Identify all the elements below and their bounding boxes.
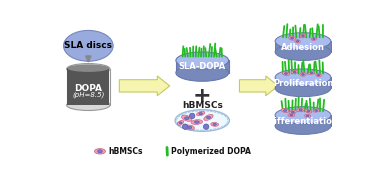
- Ellipse shape: [206, 116, 211, 119]
- Ellipse shape: [290, 114, 293, 116]
- Text: hBMSCs: hBMSCs: [182, 101, 223, 110]
- Text: (pH=8.5): (pH=8.5): [72, 92, 104, 98]
- Ellipse shape: [211, 122, 218, 126]
- Ellipse shape: [296, 40, 299, 42]
- Ellipse shape: [203, 124, 209, 129]
- Ellipse shape: [282, 72, 289, 76]
- Ellipse shape: [305, 114, 311, 117]
- FancyArrow shape: [239, 76, 278, 96]
- Ellipse shape: [199, 113, 203, 115]
- Ellipse shape: [98, 150, 102, 153]
- Ellipse shape: [175, 110, 229, 131]
- Ellipse shape: [67, 64, 110, 74]
- Ellipse shape: [300, 72, 306, 76]
- Polygon shape: [67, 69, 110, 105]
- Ellipse shape: [308, 71, 314, 74]
- Text: hBMSCs: hBMSCs: [108, 147, 143, 156]
- Ellipse shape: [181, 115, 192, 121]
- Ellipse shape: [176, 52, 229, 69]
- Ellipse shape: [318, 74, 320, 76]
- FancyArrow shape: [119, 76, 170, 96]
- Ellipse shape: [300, 34, 306, 38]
- Ellipse shape: [183, 124, 188, 129]
- Ellipse shape: [291, 70, 298, 74]
- Text: Differentiation: Differentiation: [268, 117, 338, 126]
- Ellipse shape: [299, 109, 302, 111]
- Ellipse shape: [281, 109, 289, 113]
- Ellipse shape: [311, 37, 316, 40]
- Text: SLA discs: SLA discs: [64, 41, 112, 50]
- Text: +: +: [193, 86, 212, 106]
- Polygon shape: [67, 68, 109, 105]
- Ellipse shape: [275, 33, 331, 50]
- Ellipse shape: [67, 64, 109, 72]
- Polygon shape: [176, 60, 229, 73]
- Ellipse shape: [194, 121, 199, 123]
- Ellipse shape: [204, 114, 213, 120]
- Ellipse shape: [291, 111, 294, 113]
- Ellipse shape: [295, 40, 300, 43]
- Ellipse shape: [310, 72, 313, 74]
- Ellipse shape: [285, 72, 287, 74]
- Ellipse shape: [302, 73, 304, 75]
- Text: Proliferation: Proliferation: [273, 79, 333, 88]
- Ellipse shape: [213, 123, 216, 125]
- Ellipse shape: [275, 80, 331, 97]
- Polygon shape: [275, 77, 331, 88]
- Ellipse shape: [307, 111, 310, 112]
- Ellipse shape: [64, 30, 113, 61]
- Ellipse shape: [313, 109, 319, 112]
- Ellipse shape: [275, 44, 331, 60]
- Ellipse shape: [177, 120, 184, 125]
- Ellipse shape: [284, 109, 287, 111]
- Ellipse shape: [176, 64, 229, 81]
- Ellipse shape: [197, 111, 205, 116]
- Ellipse shape: [179, 122, 182, 124]
- Ellipse shape: [293, 71, 296, 73]
- Ellipse shape: [184, 117, 189, 120]
- Text: Adhesion: Adhesion: [281, 43, 325, 52]
- Ellipse shape: [297, 108, 305, 112]
- Ellipse shape: [305, 110, 312, 113]
- Ellipse shape: [306, 115, 309, 117]
- Polygon shape: [275, 41, 331, 52]
- Ellipse shape: [191, 120, 203, 124]
- Ellipse shape: [275, 107, 331, 124]
- Ellipse shape: [189, 113, 195, 119]
- Ellipse shape: [275, 69, 331, 86]
- Ellipse shape: [185, 125, 194, 130]
- Ellipse shape: [302, 35, 304, 37]
- Text: SLA-DOPA: SLA-DOPA: [179, 62, 226, 71]
- Text: DOPA: DOPA: [74, 84, 102, 94]
- Ellipse shape: [288, 114, 295, 117]
- Ellipse shape: [67, 100, 110, 111]
- Ellipse shape: [290, 110, 296, 114]
- Ellipse shape: [188, 126, 192, 129]
- Ellipse shape: [275, 117, 331, 134]
- Ellipse shape: [315, 110, 318, 111]
- Text: Polymerized DOPA: Polymerized DOPA: [171, 147, 251, 156]
- Ellipse shape: [289, 36, 296, 40]
- Ellipse shape: [94, 149, 105, 154]
- Ellipse shape: [313, 38, 315, 40]
- Ellipse shape: [316, 74, 321, 77]
- Ellipse shape: [291, 37, 294, 39]
- Polygon shape: [275, 115, 331, 126]
- Ellipse shape: [177, 111, 228, 130]
